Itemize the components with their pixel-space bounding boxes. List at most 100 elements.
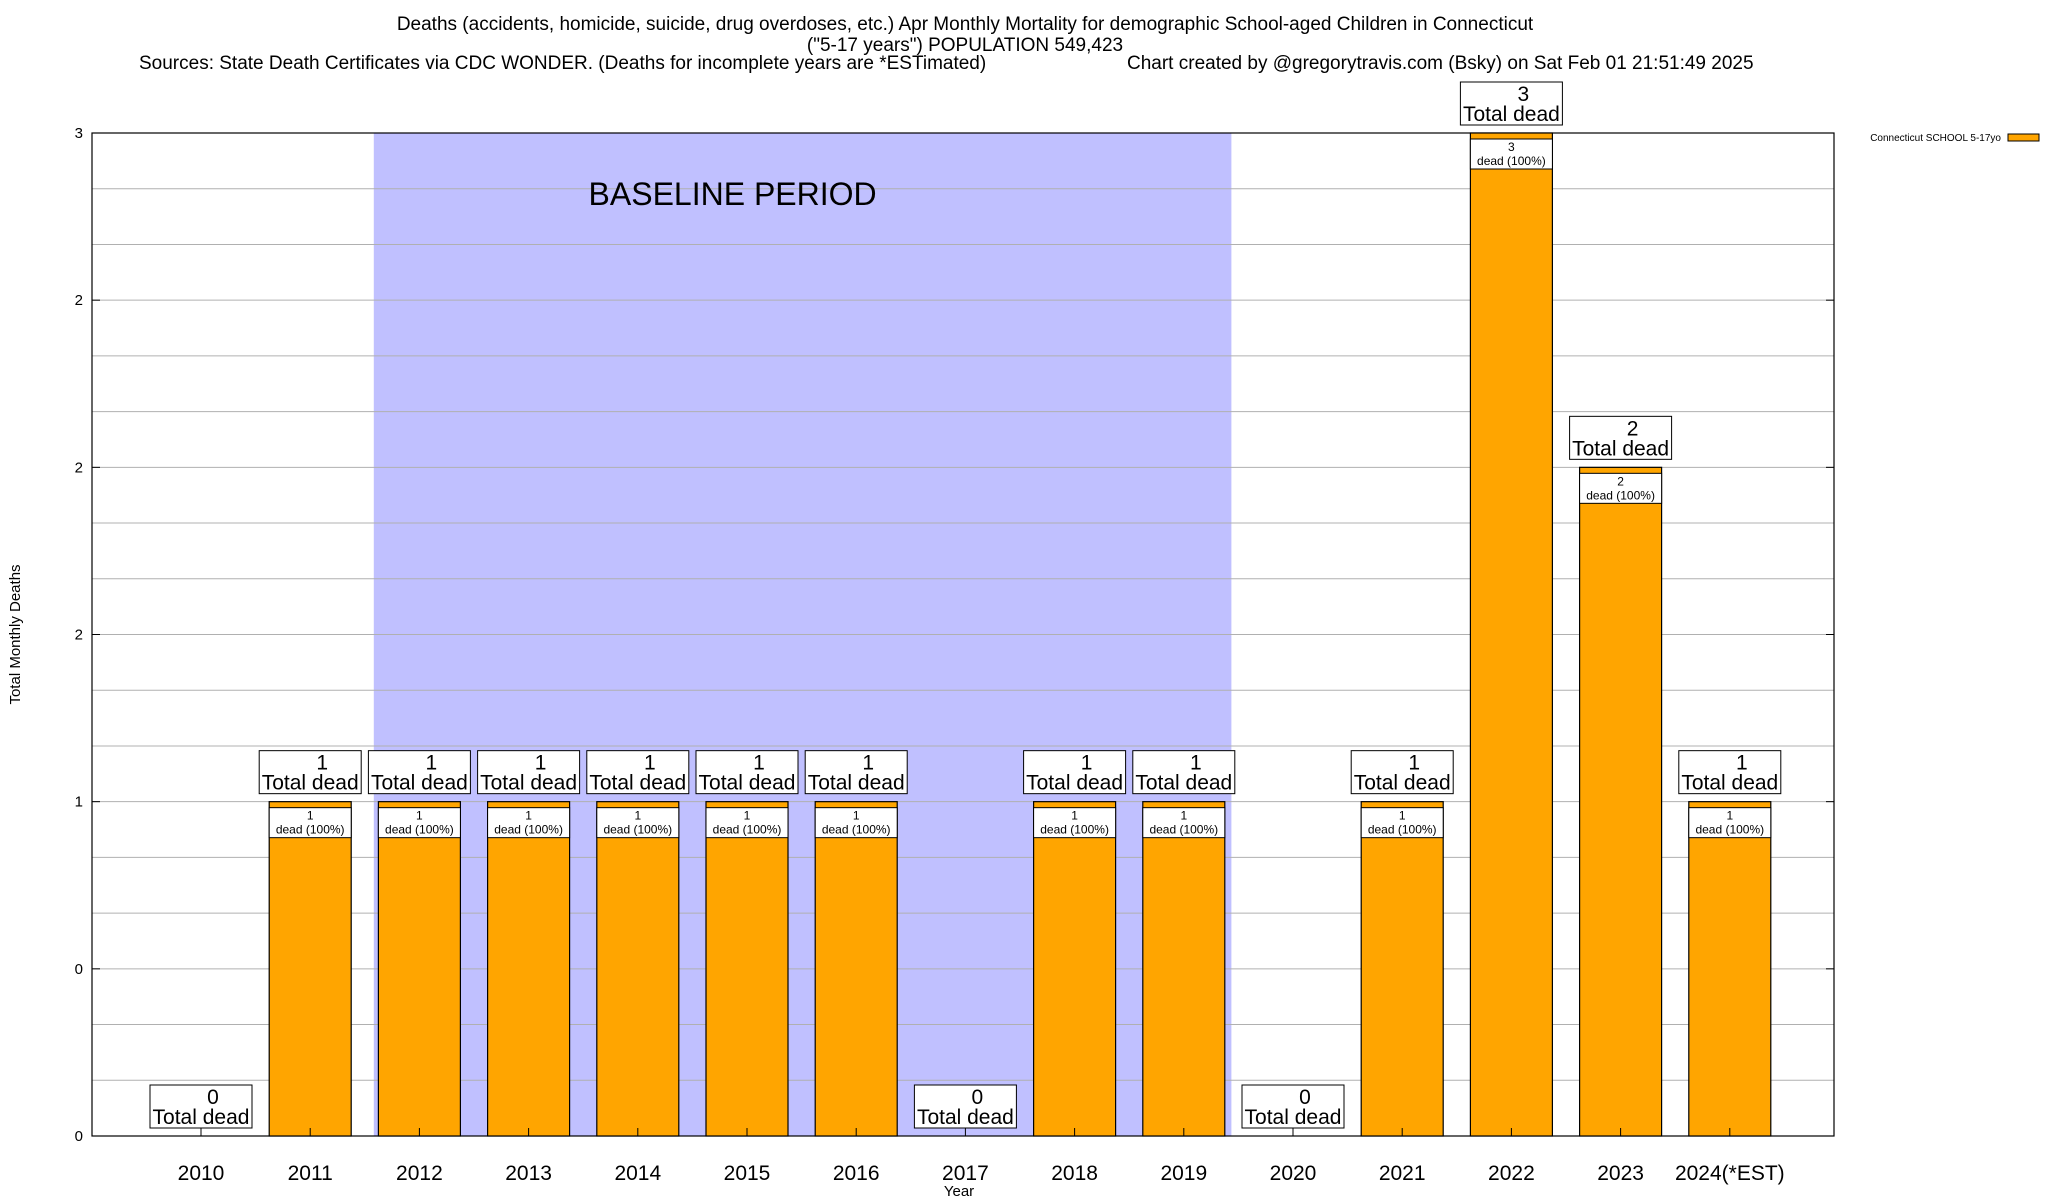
x-tick-label: 2018: [1051, 1162, 1098, 1185]
svg-text:dead (100%): dead (100%): [1477, 154, 1546, 168]
svg-text:Total dead: Total dead: [699, 772, 796, 795]
svg-text:1: 1: [1726, 809, 1733, 823]
svg-text:dead (100%): dead (100%): [713, 823, 782, 837]
svg-text:1: 1: [1180, 809, 1187, 823]
svg-text:1: 1: [426, 752, 438, 775]
x-tick-label: 2022: [1488, 1162, 1535, 1185]
svg-text:dead (100%): dead (100%): [385, 823, 454, 837]
svg-text:2: 2: [1627, 417, 1639, 440]
svg-text:1: 1: [1081, 752, 1093, 775]
chart-credit: Chart created by @gregorytravis.com (Bsk…: [1127, 53, 1754, 74]
bar: [1360, 801, 1444, 1137]
x-tick-label: 2012: [396, 1162, 443, 1185]
svg-text:dead (100%): dead (100%): [1368, 823, 1437, 837]
y-tick-label: 0: [75, 961, 83, 978]
y-tick-label: 2: [75, 459, 83, 476]
svg-text:1: 1: [1408, 752, 1420, 775]
x-tick-label: 2019: [1160, 1162, 1207, 1185]
svg-text:Total dead: Total dead: [1245, 1106, 1342, 1129]
x-tick-label: 2013: [505, 1162, 552, 1185]
svg-text:3: 3: [1518, 83, 1530, 106]
bar: [377, 801, 461, 1137]
y-tick-label: 2: [75, 627, 83, 644]
bar: [596, 801, 680, 1137]
svg-text:1: 1: [853, 809, 860, 823]
svg-text:1: 1: [1736, 752, 1748, 775]
svg-text:dead (100%): dead (100%): [1149, 823, 1218, 837]
svg-text:1: 1: [307, 809, 314, 823]
svg-text:1: 1: [634, 809, 641, 823]
svg-text:1: 1: [1190, 752, 1202, 775]
bar: [1469, 132, 1554, 1137]
x-tick-label: 2011: [288, 1162, 333, 1185]
svg-text:1: 1: [862, 752, 874, 775]
x-tick-label: 2017: [942, 1162, 989, 1185]
legend-entry-label: Connecticut SCHOOL 5-17yo: [1870, 133, 2001, 144]
bar: [487, 801, 571, 1137]
svg-text:1: 1: [535, 752, 547, 775]
svg-text:Total dead: Total dead: [1354, 772, 1451, 795]
svg-text:Total dead: Total dead: [808, 772, 905, 795]
svg-text:Total dead: Total dead: [480, 772, 577, 795]
svg-text:dead (100%): dead (100%): [822, 823, 891, 837]
svg-text:0: 0: [1299, 1086, 1311, 1109]
bar: [1142, 801, 1226, 1137]
x-tick-label: 2021: [1379, 1162, 1426, 1185]
bar: [705, 801, 789, 1137]
y-axis-label: Total Monthly Deaths: [7, 564, 24, 704]
bar: [1578, 466, 1663, 1137]
sources-note: Sources: State Death Certificates via CD…: [139, 53, 987, 74]
svg-text:dead (100%): dead (100%): [494, 823, 563, 837]
svg-text:Total dead: Total dead: [371, 772, 468, 795]
baseline-annotation: BASELINE PERIOD: [589, 176, 877, 212]
y-axis-ticks: 0 0 1 2 2 2 3: [75, 125, 1834, 1145]
svg-text:1: 1: [525, 809, 532, 823]
svg-text:1: 1: [644, 752, 656, 775]
svg-text:1: 1: [744, 809, 751, 823]
y-tick-label: 3: [75, 125, 83, 142]
svg-text:0: 0: [207, 1086, 219, 1109]
svg-text:Total dead: Total dead: [1572, 437, 1669, 460]
svg-text:dead (100%): dead (100%): [276, 823, 345, 837]
svg-text:Total dead: Total dead: [153, 1106, 250, 1129]
chart-subtitle: ("5-17 years") POPULATION 549,423: [806, 35, 1124, 56]
svg-text:Total dead: Total dead: [1463, 103, 1560, 126]
x-tick-label: 2023: [1597, 1162, 1644, 1185]
bar: [1688, 801, 1772, 1137]
svg-text:3: 3: [1508, 140, 1515, 154]
y-tick-label: 1: [75, 794, 83, 811]
bar: [268, 801, 352, 1137]
bar: [1032, 801, 1117, 1137]
svg-text:Total dead: Total dead: [262, 772, 359, 795]
svg-text:dead (100%): dead (100%): [1586, 488, 1655, 502]
bars-layer: [197, 132, 1772, 1137]
svg-text:Total dead: Total dead: [917, 1106, 1014, 1129]
